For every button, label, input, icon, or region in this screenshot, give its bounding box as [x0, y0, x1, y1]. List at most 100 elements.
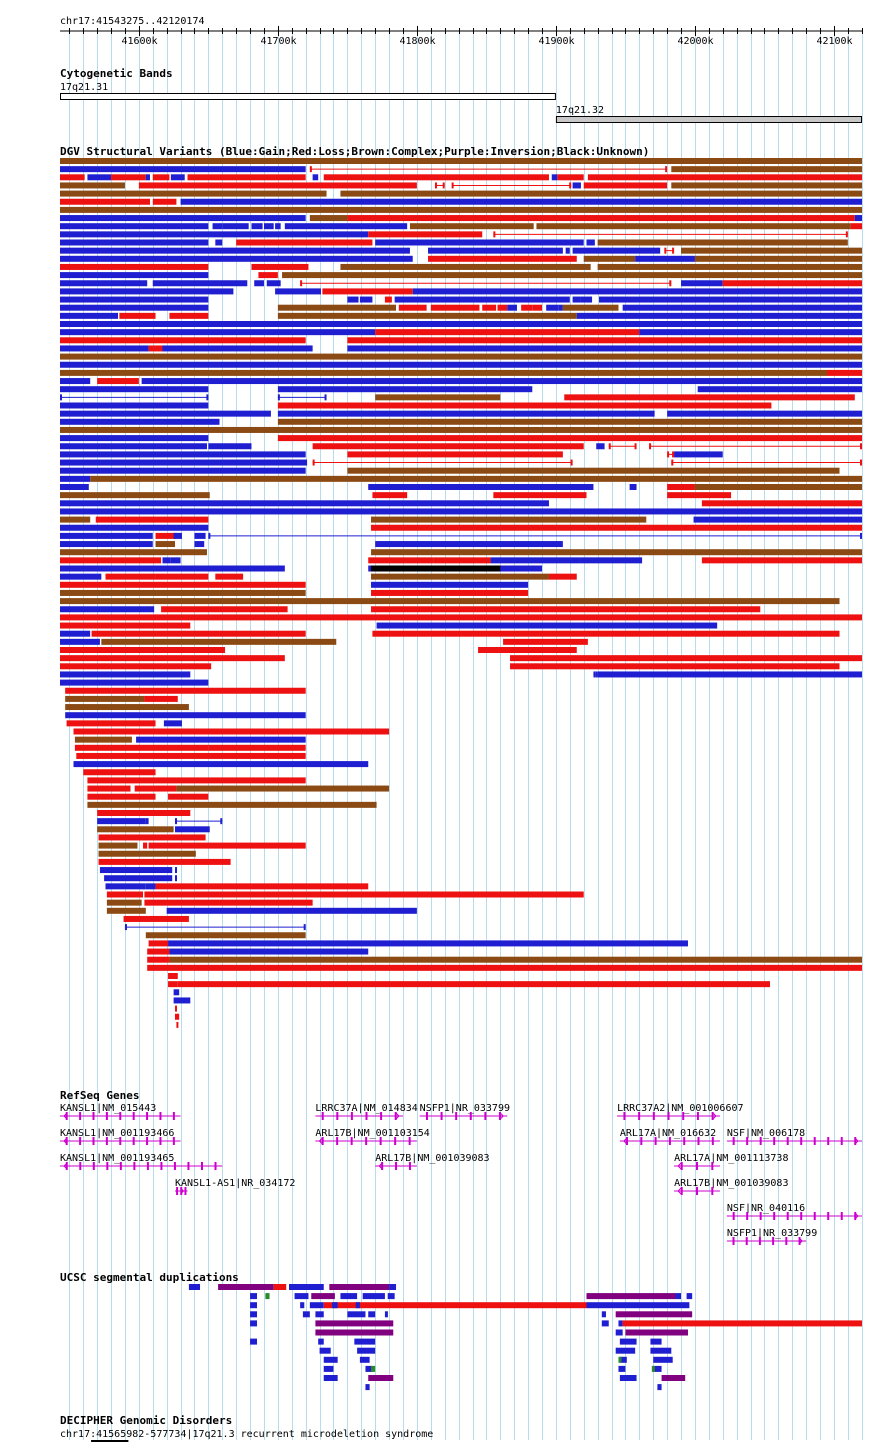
dgv-variant — [565, 247, 570, 254]
gene-exon — [813, 1137, 816, 1145]
gene-exon — [798, 1237, 801, 1245]
dgv-variant — [215, 239, 223, 246]
dgv-variant — [536, 223, 851, 230]
dgv-variant — [60, 541, 153, 548]
dgv-variant — [104, 875, 173, 882]
gene-strand-arrow — [677, 1162, 682, 1170]
dgv-variant — [169, 956, 862, 963]
ruler-tick-label: 41900k — [538, 36, 574, 47]
gene-exon — [697, 1137, 700, 1145]
dgv-variant — [251, 263, 309, 270]
dgv-variant — [681, 280, 723, 287]
dgv-variant — [284, 223, 408, 230]
gene-label: ARL17B|NM_001103154 — [315, 1128, 429, 1139]
dgv-variant — [340, 263, 591, 270]
dgv-variant — [147, 948, 170, 955]
dgv-variant — [322, 288, 413, 295]
dgv-variant — [73, 728, 390, 735]
gene-exon — [745, 1237, 748, 1245]
dgv-variant — [347, 345, 862, 352]
dgv-variant — [694, 255, 862, 262]
gene-exon — [119, 1112, 122, 1120]
gene-exon — [683, 1137, 686, 1145]
dgv-variant — [60, 223, 209, 230]
segdup-feature — [347, 1311, 366, 1318]
gene-exon — [469, 1112, 472, 1120]
dgv-variant — [369, 484, 594, 490]
gene-exon — [759, 1137, 762, 1145]
dgv-variant-end — [649, 443, 652, 450]
gene-strand-arrow — [63, 1137, 68, 1145]
dgv-variant — [60, 182, 125, 189]
dgv-variant — [60, 508, 862, 515]
gene-exon — [667, 1112, 670, 1120]
dgv-variant — [254, 280, 264, 287]
dgv-variant — [375, 394, 501, 401]
gene-exon — [626, 1137, 629, 1145]
gene-exon — [711, 1187, 714, 1195]
dgv-variant — [60, 475, 91, 482]
dgv-variant — [155, 883, 369, 890]
dgv-variant — [266, 280, 281, 287]
gene-exon — [119, 1162, 122, 1170]
dgv-variant-end — [303, 924, 306, 931]
gene-label: NSFP1|NR_033799 — [420, 1103, 510, 1114]
dgv-variant — [98, 842, 138, 849]
gene-exon — [365, 1137, 368, 1145]
dgv-variant — [97, 818, 146, 825]
gene-exon — [394, 1112, 397, 1120]
dgv-variant — [667, 484, 695, 490]
dgv-variant — [148, 842, 306, 849]
dgv-variant — [65, 687, 112, 694]
dgv-variant — [147, 956, 170, 963]
gene-exon — [786, 1137, 789, 1145]
gene-strand-arrow — [180, 1187, 185, 1195]
decipher-feature — [91, 1440, 129, 1442]
dgv-variant — [145, 883, 156, 890]
dgv-variant — [87, 174, 112, 181]
dgv-variant — [572, 182, 581, 189]
dgv-variant — [521, 304, 533, 311]
gene-exon — [336, 1137, 339, 1145]
gene-exon — [455, 1112, 458, 1120]
dgv-variant — [76, 752, 306, 759]
dgv-variant-end — [665, 166, 668, 173]
gene-exon — [408, 1137, 411, 1145]
cytoband-track-title: Cytogenetic Bands — [60, 67, 173, 80]
dgv-variant-end — [608, 443, 611, 450]
dgv-variant — [60, 679, 209, 686]
dgv-variant — [60, 402, 209, 409]
gene-exon — [696, 1162, 699, 1170]
dgv-variant — [597, 263, 862, 270]
gene-exon — [425, 1112, 428, 1120]
dgv-variant — [398, 304, 427, 311]
segdup-feature — [354, 1338, 376, 1345]
gene-label: KANSL1-AS1|NR_034172 — [175, 1178, 295, 1189]
dgv-variant — [97, 810, 191, 816]
gene-exon — [854, 1137, 857, 1145]
dgv-variant — [347, 337, 862, 344]
dgv-variant — [145, 818, 149, 825]
dgv-variant — [168, 940, 688, 947]
decipher-feature-label: chr17:41565982-577734|17q21.3 recurrent … — [60, 1429, 433, 1440]
dgv-variant — [551, 174, 558, 181]
dgv-variant — [564, 394, 855, 401]
dgv-variant — [497, 304, 508, 311]
dgv-variant — [558, 304, 563, 311]
dgv-variant — [119, 312, 156, 319]
segdup-feature — [601, 1311, 606, 1318]
dgv-variant — [60, 451, 306, 458]
gene-exon — [187, 1162, 190, 1170]
dgv-variant — [60, 549, 207, 556]
segdup-feature — [188, 1284, 201, 1290]
ruler-tick-label: 41700k — [260, 36, 296, 47]
dgv-variant — [433, 557, 491, 564]
gene-exon — [800, 1212, 803, 1220]
dgv-variant — [148, 345, 163, 352]
dgv-variant — [312, 174, 319, 181]
gene-exon — [321, 1137, 324, 1145]
dgv-variant-end — [434, 182, 437, 189]
dgv-variant — [371, 589, 529, 596]
decipher-features — [91, 1440, 129, 1442]
dgv-variant — [208, 744, 306, 751]
